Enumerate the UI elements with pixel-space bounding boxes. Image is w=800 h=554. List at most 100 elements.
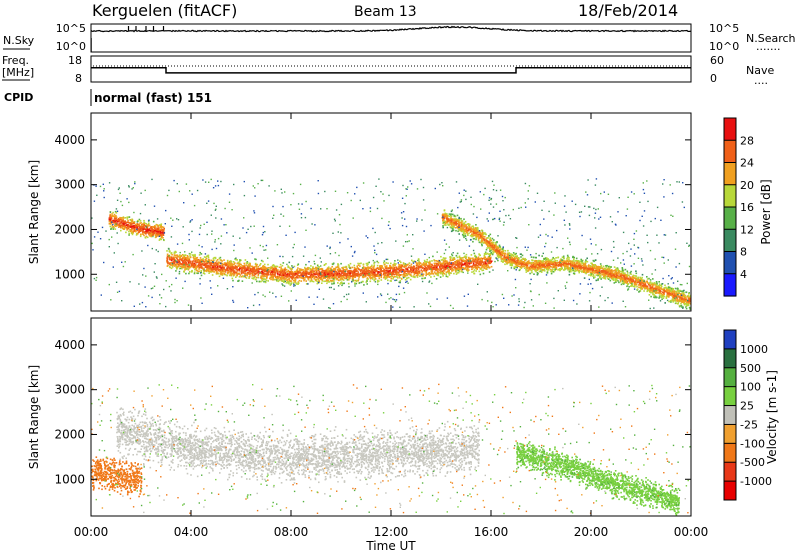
power-point — [467, 258, 470, 261]
power-point — [160, 225, 162, 227]
power-point — [244, 276, 247, 278]
power-point — [162, 230, 165, 232]
power-point — [410, 275, 413, 278]
power-point — [360, 262, 362, 265]
nsearch-legend-line: ....... — [756, 40, 780, 53]
power-point — [439, 271, 442, 273]
power-point — [111, 213, 113, 215]
power-point — [280, 266, 282, 268]
power-point — [316, 276, 318, 279]
power-point — [365, 262, 368, 265]
power-point — [385, 277, 387, 280]
power-point — [373, 264, 376, 266]
power-point — [384, 265, 386, 268]
power-point — [175, 270, 177, 272]
power-point — [412, 269, 415, 271]
power-point — [465, 267, 467, 269]
power-point — [607, 278, 610, 280]
power-point — [261, 271, 264, 274]
power-point — [509, 256, 512, 258]
power-point — [373, 265, 375, 268]
power-point — [273, 269, 276, 272]
power-point — [392, 266, 394, 268]
power-point — [200, 274, 203, 277]
power-point — [338, 274, 341, 277]
power-point — [415, 261, 417, 263]
power-point — [402, 270, 405, 272]
power-point — [447, 264, 450, 267]
power-point — [536, 266, 539, 269]
power-point — [183, 255, 186, 258]
power-point — [613, 282, 616, 284]
power-point — [195, 258, 197, 261]
power-point — [458, 264, 460, 267]
power-point — [336, 275, 338, 277]
power-point — [292, 282, 295, 284]
power-point — [221, 265, 224, 267]
power-point — [339, 283, 341, 285]
power-point — [466, 264, 468, 266]
power-point — [321, 279, 324, 281]
power-point — [362, 266, 365, 268]
power-point — [379, 271, 381, 273]
power-point — [179, 256, 181, 258]
power-point — [240, 266, 243, 269]
power-point — [271, 264, 274, 267]
power-point — [525, 266, 528, 269]
power-point — [261, 277, 263, 280]
power-point — [257, 265, 260, 268]
power-point — [448, 274, 451, 276]
power-point — [230, 262, 233, 265]
power-point — [655, 290, 657, 293]
power-point — [199, 266, 202, 268]
power-point — [423, 259, 426, 262]
power-point — [393, 264, 395, 266]
power-point — [154, 227, 156, 230]
power-point — [159, 237, 162, 240]
power-point — [282, 268, 284, 271]
power-point — [148, 229, 151, 231]
power-point — [313, 263, 316, 265]
power-point — [188, 261, 190, 264]
power-point — [388, 272, 390, 275]
power-point — [361, 269, 363, 271]
power-point — [532, 256, 535, 259]
power-point — [177, 263, 180, 266]
power-point — [346, 274, 348, 277]
power-point — [279, 272, 281, 275]
power-point — [433, 262, 436, 265]
power-point — [191, 264, 194, 267]
power-point — [440, 270, 443, 273]
power-point — [365, 268, 367, 270]
power-point — [158, 232, 160, 235]
power-point — [239, 260, 241, 263]
power-point — [186, 257, 188, 259]
power-point — [476, 266, 479, 269]
power-point — [475, 258, 478, 261]
power-point — [199, 261, 201, 264]
power-point — [342, 269, 345, 272]
power-point — [358, 273, 361, 276]
power-point — [247, 272, 250, 274]
power-point — [390, 273, 393, 276]
power-point — [228, 274, 231, 277]
power-point — [375, 267, 378, 270]
power-point — [212, 262, 215, 264]
power-point — [484, 252, 487, 255]
power-point — [311, 268, 313, 270]
power-point — [115, 225, 117, 228]
power-point — [394, 260, 396, 262]
power-point — [293, 273, 295, 275]
power-point — [435, 268, 437, 271]
power-point — [296, 270, 298, 272]
power-point — [316, 271, 318, 274]
power-point — [306, 269, 308, 271]
power-point — [224, 271, 227, 273]
power-point — [269, 268, 272, 270]
power-point — [423, 277, 425, 280]
power-point — [352, 277, 354, 280]
power-point — [410, 268, 413, 270]
power-point — [455, 270, 458, 272]
power-point — [191, 271, 193, 273]
power-point — [270, 266, 272, 268]
